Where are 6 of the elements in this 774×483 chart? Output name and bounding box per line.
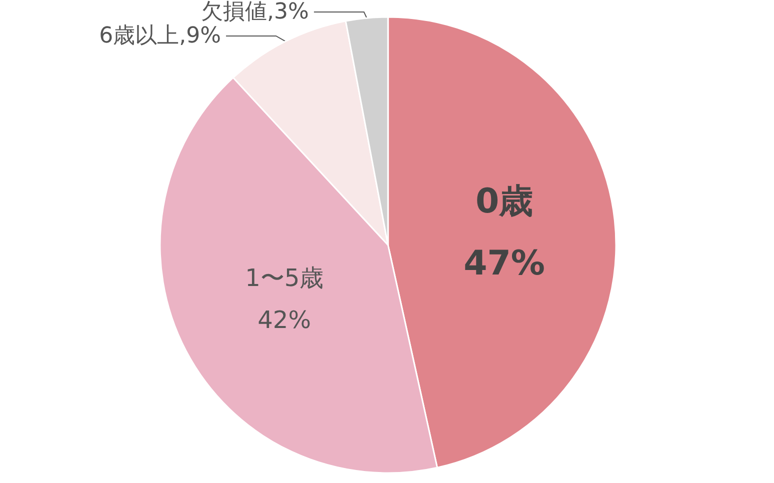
slice-label: 欠損値,3% [201,0,309,24]
slice-label: 6歳以上,9% [99,24,222,48]
slice-label: 1〜5歳 [245,264,324,292]
data-label: 47% [464,243,546,284]
slice-label: 0歳 [475,181,534,222]
data-label: 42% [258,306,312,334]
